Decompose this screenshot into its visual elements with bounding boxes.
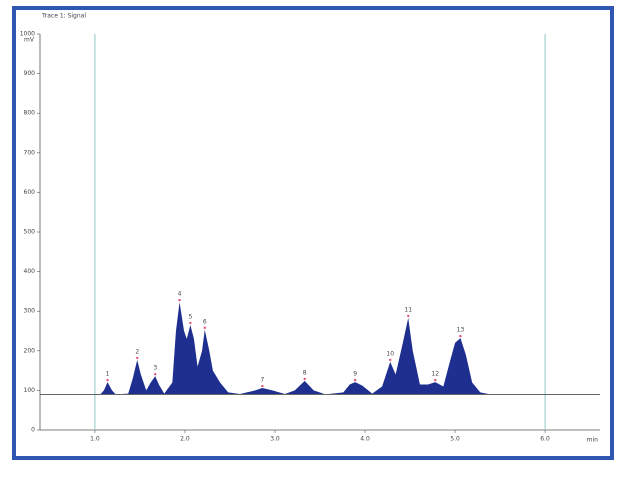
peak-marker: [459, 334, 462, 338]
peak-label: 13: [457, 327, 465, 334]
y-tick-label: 900: [24, 70, 36, 77]
peak-marker: [154, 372, 157, 376]
peak-label: 3: [153, 365, 157, 372]
peak-marker: [303, 377, 306, 381]
peak-marker: [434, 378, 437, 382]
window-frame: [12, 6, 614, 460]
y-tick-label: 400: [24, 268, 36, 275]
x-tick-label: 6.0: [540, 436, 550, 443]
chart-title: Trace 1: Signal: [41, 13, 86, 20]
peak-marker: [261, 384, 264, 388]
peak-label: 4: [178, 291, 182, 298]
y-tick-label: 200: [24, 347, 36, 354]
peak-label: 8: [303, 369, 307, 376]
y-tick-label: 800: [24, 110, 36, 117]
peak-label: 5: [188, 314, 192, 321]
peak-marker: [389, 358, 392, 362]
peak-label: 6: [203, 318, 207, 325]
y-tick-label: 1000: [20, 31, 35, 38]
x-axis-label: min: [587, 437, 599, 444]
x-tick-label: 1.0: [90, 436, 100, 443]
peak-marker: [178, 298, 181, 302]
peak-label: 11: [404, 306, 412, 313]
y-tick-label: 600: [24, 189, 36, 196]
peak-label: 12: [431, 371, 439, 378]
peak-marker: [353, 378, 357, 382]
signal-area: [40, 302, 600, 395]
x-tick-label: 4.0: [360, 436, 370, 443]
peak-marker: [189, 321, 192, 325]
peak-label: 1: [106, 371, 110, 378]
peak-label: 2: [135, 348, 139, 355]
x-tick-label: 2.0: [180, 436, 190, 443]
y-tick-label: 0: [31, 427, 35, 434]
y-axis-label: mV: [24, 37, 35, 44]
peak-marker: [106, 378, 109, 382]
y-tick-label: 500: [24, 229, 36, 236]
y-tick-label: 100: [24, 387, 36, 394]
y-tick-label: 300: [24, 308, 36, 315]
peak-marker: [203, 326, 206, 330]
x-tick-label: 3.0: [270, 436, 280, 443]
peak-marker: [407, 314, 410, 318]
peak-label: 10: [386, 350, 394, 357]
x-tick-label: 5.0: [450, 436, 460, 443]
peak-label: 9: [353, 371, 357, 378]
peak-marker: [136, 356, 139, 360]
peak-label: 7: [260, 377, 264, 384]
y-tick-label: 700: [24, 149, 36, 156]
